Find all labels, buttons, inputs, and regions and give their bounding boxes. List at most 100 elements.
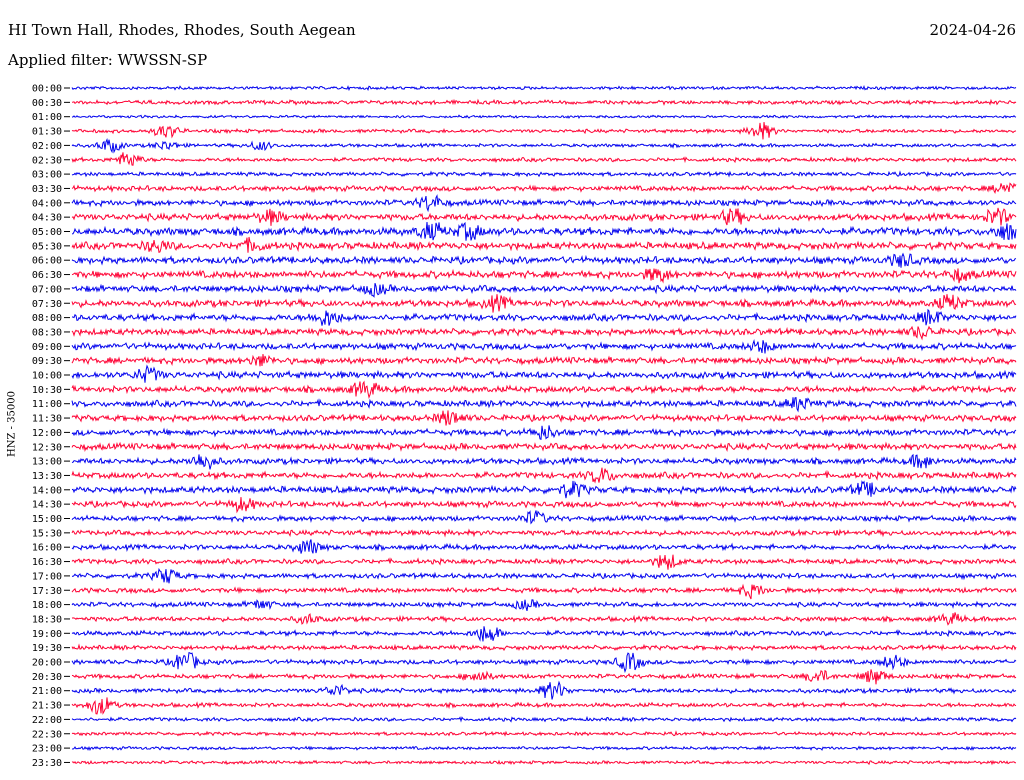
row-time-label: 07:30 <box>32 299 62 310</box>
station-title: HI Town Hall, Rhodes, Rhodes, South Aege… <box>8 21 356 39</box>
trace-line <box>71 554 1017 570</box>
row-time-label: 14:30 <box>32 500 62 511</box>
row-time-label: 23:00 <box>32 744 62 755</box>
trace-line <box>71 380 1017 400</box>
trace-line <box>71 410 1017 426</box>
filter-label: Applied filter: WWSSN-SP <box>8 51 208 69</box>
trace-line <box>71 441 1017 453</box>
trace-line <box>71 252 1017 268</box>
row-time-label: 11:00 <box>32 399 62 410</box>
row-time-label: 13:00 <box>32 457 62 468</box>
row-time-label: 07:00 <box>32 284 62 295</box>
row-time-label: 08:00 <box>32 313 62 324</box>
trace-line <box>71 137 1017 154</box>
row-time-label: 19:30 <box>32 643 62 654</box>
row-time-label: 21:00 <box>32 686 62 697</box>
row-time-label: 06:00 <box>32 256 62 267</box>
row-time-label: 19:00 <box>32 629 62 640</box>
trace-line <box>71 207 1017 226</box>
row-time-label: 00:30 <box>32 98 62 109</box>
row-time-label: 03:00 <box>32 170 62 181</box>
trace-line <box>71 626 1017 642</box>
trace-line <box>71 669 1017 685</box>
trace-line <box>71 114 1017 120</box>
trace-line <box>71 152 1017 166</box>
row-time-label: 16:00 <box>32 543 62 554</box>
row-time-label: 13:30 <box>32 471 62 482</box>
trace-line <box>71 268 1017 284</box>
trace-line <box>71 467 1017 484</box>
row-time-label: 05:30 <box>32 241 62 252</box>
trace-line <box>71 339 1017 354</box>
trace-line <box>71 715 1017 723</box>
trace-line <box>71 325 1017 341</box>
trace-line <box>71 497 1017 514</box>
row-time-label: 20:30 <box>32 672 62 683</box>
row-time-label: 16:30 <box>32 557 62 568</box>
row-time-label: 04:30 <box>32 213 62 224</box>
date-label: 2024-04-26 <box>929 21 1016 39</box>
trace-line <box>71 221 1017 241</box>
trace-line <box>71 680 1017 700</box>
row-time-label: 08:30 <box>32 327 62 338</box>
trace-line <box>71 122 1017 140</box>
row-time-label: 22:00 <box>32 715 62 726</box>
trace-line <box>71 567 1017 584</box>
trace-line <box>71 170 1017 178</box>
row-time-label: 04:00 <box>32 198 62 209</box>
row-time-label: 03:30 <box>32 184 62 195</box>
trace-line <box>71 759 1016 766</box>
row-time-label: 21:30 <box>32 701 62 712</box>
row-time-label: 05:00 <box>32 227 62 238</box>
row-time-label: 23:30 <box>32 758 62 769</box>
trace-line <box>71 480 1017 499</box>
trace-line <box>71 599 1017 612</box>
row-time-label: 01:30 <box>32 127 62 138</box>
row-time-label: 06:30 <box>32 270 62 281</box>
trace-line <box>71 353 1017 367</box>
trace-line <box>71 612 1017 626</box>
trace-line <box>71 364 1017 383</box>
row-time-label: 10:30 <box>32 385 62 396</box>
row-time-label: 15:30 <box>32 528 62 539</box>
trace-line <box>71 236 1017 253</box>
trace-line <box>71 510 1017 525</box>
row-time-label: 14:00 <box>32 485 62 496</box>
trace-line <box>71 583 1017 600</box>
trace-line <box>71 425 1017 441</box>
row-time-label: 18:30 <box>32 614 62 625</box>
row-time-label: 20:00 <box>32 658 62 669</box>
trace-line <box>71 396 1017 413</box>
row-time-label: 15:00 <box>32 514 62 525</box>
trace-line <box>71 308 1017 326</box>
trace-line <box>71 745 1017 751</box>
trace-line <box>71 528 1017 538</box>
trace-line <box>71 84 1017 92</box>
row-time-label: 02:30 <box>32 155 62 166</box>
row-time-label: 12:00 <box>32 428 62 439</box>
row-time-label: 11:30 <box>32 414 62 425</box>
row-time-label: 01:00 <box>32 112 62 123</box>
row-time-label: 09:30 <box>32 356 62 367</box>
trace-line <box>71 697 1017 715</box>
trace-line <box>71 652 1017 674</box>
row-time-label: 17:30 <box>32 586 62 597</box>
row-time-label: 10:00 <box>32 371 62 382</box>
trace-line <box>71 539 1017 554</box>
trace-line <box>71 730 1017 737</box>
trace-line <box>71 98 1017 106</box>
trace-line <box>71 294 1017 313</box>
row-time-label: 02:00 <box>32 141 62 152</box>
trace-line <box>71 453 1017 470</box>
trace-line <box>71 194 1017 213</box>
row-time-label: 22:30 <box>32 729 62 740</box>
trace-line <box>71 283 1017 298</box>
row-time-label: 09:00 <box>32 342 62 353</box>
row-time-label: 12:30 <box>32 442 62 453</box>
row-time-label: 18:00 <box>32 600 62 611</box>
trace-line <box>71 182 1017 194</box>
trace-line <box>71 643 1017 652</box>
row-time-label: 17:00 <box>32 571 62 582</box>
row-time-label: 00:00 <box>32 84 62 95</box>
